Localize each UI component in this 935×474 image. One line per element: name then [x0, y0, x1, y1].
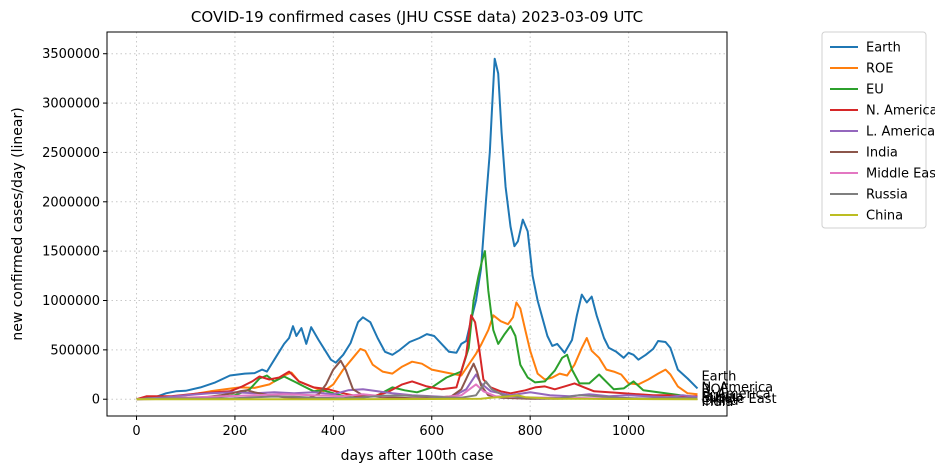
y-tick-label: 0 — [92, 393, 100, 408]
series-line-eu — [136, 250, 698, 401]
x-axis-label: days after 100th case — [341, 448, 494, 464]
y-tick-label: 3000000 — [42, 97, 100, 112]
end-label-l-america: L. America — [701, 387, 770, 402]
legend-entry-middle-east: Middle East — [866, 167, 935, 182]
legend-entry-india: India — [866, 146, 898, 161]
y-tick-label: 500000 — [50, 343, 100, 358]
end-label-earth: Earth — [701, 369, 736, 384]
x-axis-ticks: 0 200 400 600 800 1000 — [132, 416, 645, 439]
end-label-n-america: N. America — [701, 380, 773, 395]
y-tick-label: 1000000 — [42, 294, 100, 309]
legend-entry-l-america: L. America — [866, 125, 935, 140]
series-lines — [136, 57, 699, 401]
y-tick-label: 2000000 — [42, 195, 100, 210]
series-line-russia — [136, 380, 698, 401]
chart-title: COVID-19 confirmed cases (JHU CSSE data)… — [191, 8, 643, 26]
x-tick-label: 0 — [132, 424, 140, 439]
x-tick-label: 800 — [518, 424, 543, 439]
legend-entry-n-america: N. America — [866, 104, 935, 119]
x-tick-label: 1000 — [612, 424, 645, 439]
legend-entry-russia: Russia — [866, 188, 908, 203]
y-axis-label: new confirmed cases/day (linear) — [10, 107, 26, 340]
series-line-india — [136, 359, 698, 401]
y-axis-ticks: 0 500000 1000000 1500000 2000000 2500000 30000… — [42, 47, 107, 408]
end-label-middle-east: Middle East — [701, 392, 776, 407]
plot-frame — [106, 31, 728, 417]
legend-entry-china: China — [866, 209, 903, 224]
end-label-eu: EU — [701, 391, 719, 406]
x-tick-label: 200 — [223, 424, 248, 439]
legend: Earth ROE EU N. America L. America India Middl… — [821, 31, 935, 229]
legend-entry-eu: EU — [866, 83, 884, 98]
x-tick-label: 400 — [321, 424, 346, 439]
y-tick-label: 1500000 — [42, 245, 100, 260]
end-label-china: China — [701, 394, 738, 409]
y-tick-label: 2500000 — [42, 146, 100, 161]
legend-entry-earth: Earth — [866, 41, 901, 56]
legend-items: Earth ROE EU N. America L. America India Middl… — [830, 41, 935, 224]
series-line-china — [136, 394, 698, 401]
x-tick-label: 600 — [419, 424, 444, 439]
legend-entry-roe: ROE — [866, 62, 893, 77]
end-label-russia: Russia — [701, 390, 743, 405]
end-label-roe: ROE — [701, 382, 728, 397]
series-line-n-america — [136, 314, 698, 401]
y-tick-label: 3500000 — [42, 47, 100, 62]
legend-box — [821, 31, 927, 229]
end-label-india: India — [701, 395, 733, 410]
